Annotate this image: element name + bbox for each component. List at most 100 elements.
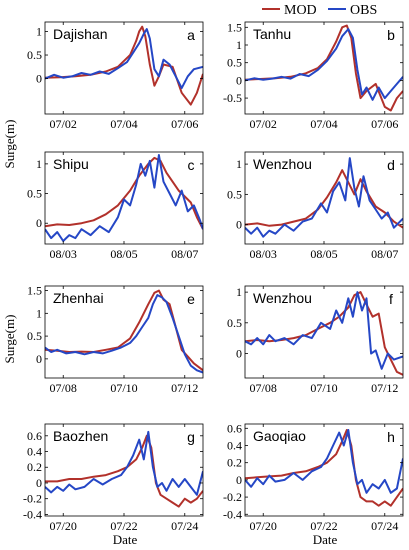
x-tick-label-a: 07/04 xyxy=(110,117,137,131)
y-tick-label-e: 1.5 xyxy=(27,284,42,298)
panel-letter-d: d xyxy=(387,157,395,173)
series-obs-c xyxy=(45,154,203,242)
station-name-b: Tanhu xyxy=(253,26,291,42)
panel-letter-f: f xyxy=(389,291,393,307)
y-tick-label-c: 0 xyxy=(36,216,42,230)
y-tick-label-c: 0.5 xyxy=(27,187,42,201)
y-tick-label-f: 0.5 xyxy=(227,316,242,330)
y-tick-label-b: 1.5 xyxy=(227,20,242,34)
y-tick-label-g: -0.2 xyxy=(23,492,42,506)
series-obs-d xyxy=(245,157,403,238)
series-mod-b xyxy=(245,24,403,112)
y-tick-label-d: 0.5 xyxy=(227,187,242,201)
y-tick-label-f: 0 xyxy=(236,346,242,360)
panel-g: -0.4-0.2 0 0.20.4 0.6 07/20 07/22 07/24 Baozhen… xyxy=(23,423,204,533)
y-tick-label-f: 1 xyxy=(236,285,242,299)
series-mod-d xyxy=(245,169,403,229)
panel-a: 0 0.5 1 07/02 07/04 07/06 Dajishan a xyxy=(27,21,204,131)
x-tick-label-b: 07/06 xyxy=(371,117,398,131)
series-obs-h xyxy=(245,429,403,494)
y-axis-label-bottom: Surge(m) xyxy=(2,315,17,364)
x-tick-label-d: 08/05 xyxy=(310,247,337,261)
panel-f: 0 0.5 1 07/08 07/10 07/12 Wenzhou f xyxy=(227,285,404,395)
series-obs-b xyxy=(245,28,403,101)
y-tick-label-g: 0.4 xyxy=(27,445,42,459)
y-tick-label-b: 1 xyxy=(236,38,242,52)
x-axis-label-right: Date xyxy=(313,532,338,547)
panel-d: 0 0.5 1 08/03 08/05 08/07 Wenzhou d xyxy=(227,151,404,261)
x-tick-label-e: 07/10 xyxy=(110,381,137,395)
panel-letter-g: g xyxy=(187,429,195,445)
y-axis-label-top: Surge(m) xyxy=(2,120,17,169)
y-tick-label-h: -0.4 xyxy=(223,507,242,521)
series-mod-h xyxy=(245,429,403,507)
series-obs-a xyxy=(45,28,203,90)
y-tick-label-b: 0.5 xyxy=(227,56,242,70)
y-tick-label-e: 0 xyxy=(36,352,42,366)
x-tick-label-c: 08/05 xyxy=(110,247,137,261)
y-tick-label-d: 0 xyxy=(236,218,242,232)
station-name-a: Dajishan xyxy=(53,26,107,42)
y-tick-label-b: 0 xyxy=(236,73,242,87)
x-tick-label-g: 07/20 xyxy=(50,519,77,533)
x-tick-label-c: 08/03 xyxy=(50,247,77,261)
y-tick-label-h: 0 xyxy=(236,473,242,487)
panel-letter-a: a xyxy=(187,27,195,43)
station-name-h: Gaoqiao xyxy=(253,428,306,444)
y-tick-label-a: 0 xyxy=(36,72,42,86)
panel-c: 0 0.5 1 08/03 08/05 08/07 Shipu c xyxy=(27,151,204,261)
legend-label-mod: MOD xyxy=(284,3,317,18)
y-tick-label-h: 0.6 xyxy=(227,421,242,435)
station-name-f: Wenzhou xyxy=(253,290,312,306)
legend-label-obs: OBS xyxy=(350,3,377,18)
panel-letter-h: h xyxy=(387,429,395,445)
panels: 0 0.5 1 07/02 07/04 07/06 Dajishan a -0.5 0 0.5 1 1.… xyxy=(23,20,404,533)
panel-h: -0.4 -0.2 0 0.2 0.4 0.6 07/20 07/22 07/24 Gaoqiao… xyxy=(223,421,404,533)
x-tick-label-b: 07/04 xyxy=(310,117,337,131)
series-obs-e xyxy=(45,294,203,374)
y-tick-label-g: -0.4 xyxy=(23,507,42,521)
station-name-c: Shipu xyxy=(53,156,89,172)
y-tick-label-g: 0.2 xyxy=(27,460,42,474)
panel-e: 0 0.5 1 1.5 07/08 07/10 07/12 Zhenhai e xyxy=(27,284,204,395)
y-tick-label-c: 1 xyxy=(36,157,42,171)
panel-b: -0.5 0 0.5 1 1.5 07/02 07/04 07/06 Tanhu b xyxy=(223,20,404,131)
x-tick-label-f: 07/12 xyxy=(371,381,398,395)
series-mod-e xyxy=(45,289,203,372)
x-tick-label-a: 07/02 xyxy=(50,117,77,131)
legend: MOD OBS xyxy=(262,3,377,18)
x-tick-label-f: 07/08 xyxy=(250,381,277,395)
y-tick-label-h: -0.2 xyxy=(223,490,242,504)
y-tick-label-b: -0.5 xyxy=(223,91,242,105)
x-tick-label-e: 07/12 xyxy=(171,381,198,395)
x-tick-label-g: 07/22 xyxy=(110,519,137,533)
x-tick-label-a: 07/06 xyxy=(171,117,198,131)
y-tick-label-a: 1 xyxy=(36,24,42,38)
y-tick-label-g: 0.6 xyxy=(27,429,42,443)
station-name-g: Baozhen xyxy=(53,428,108,444)
station-name-e: Zhenhai xyxy=(53,290,104,306)
x-tick-label-h: 07/24 xyxy=(371,519,398,533)
x-tick-label-c: 08/07 xyxy=(171,247,198,261)
series-obs-f xyxy=(245,291,403,370)
y-tick-label-d: 1 xyxy=(236,157,242,171)
x-tick-label-f: 07/10 xyxy=(310,381,337,395)
panel-letter-e: e xyxy=(187,291,195,307)
x-tick-label-g: 07/24 xyxy=(171,519,198,533)
series-obs-g xyxy=(45,430,203,496)
x-tick-label-e: 07/08 xyxy=(50,381,77,395)
station-name-d: Wenzhou xyxy=(253,156,312,172)
x-tick-label-h: 07/20 xyxy=(250,519,277,533)
y-tick-label-h: 0.2 xyxy=(227,456,242,470)
y-tick-label-a: 0.5 xyxy=(27,48,42,62)
x-axis-label-left: Date xyxy=(113,532,138,547)
panel-letter-b: b xyxy=(387,27,395,43)
x-tick-label-b: 07/02 xyxy=(250,117,277,131)
x-tick-label-h: 07/22 xyxy=(310,519,337,533)
x-tick-label-d: 08/07 xyxy=(371,247,398,261)
panel-letter-c: c xyxy=(188,157,195,173)
y-tick-label-h: 0.4 xyxy=(227,438,242,452)
y-tick-label-e: 0.5 xyxy=(27,329,42,343)
y-tick-label-g: 0 xyxy=(36,476,42,490)
